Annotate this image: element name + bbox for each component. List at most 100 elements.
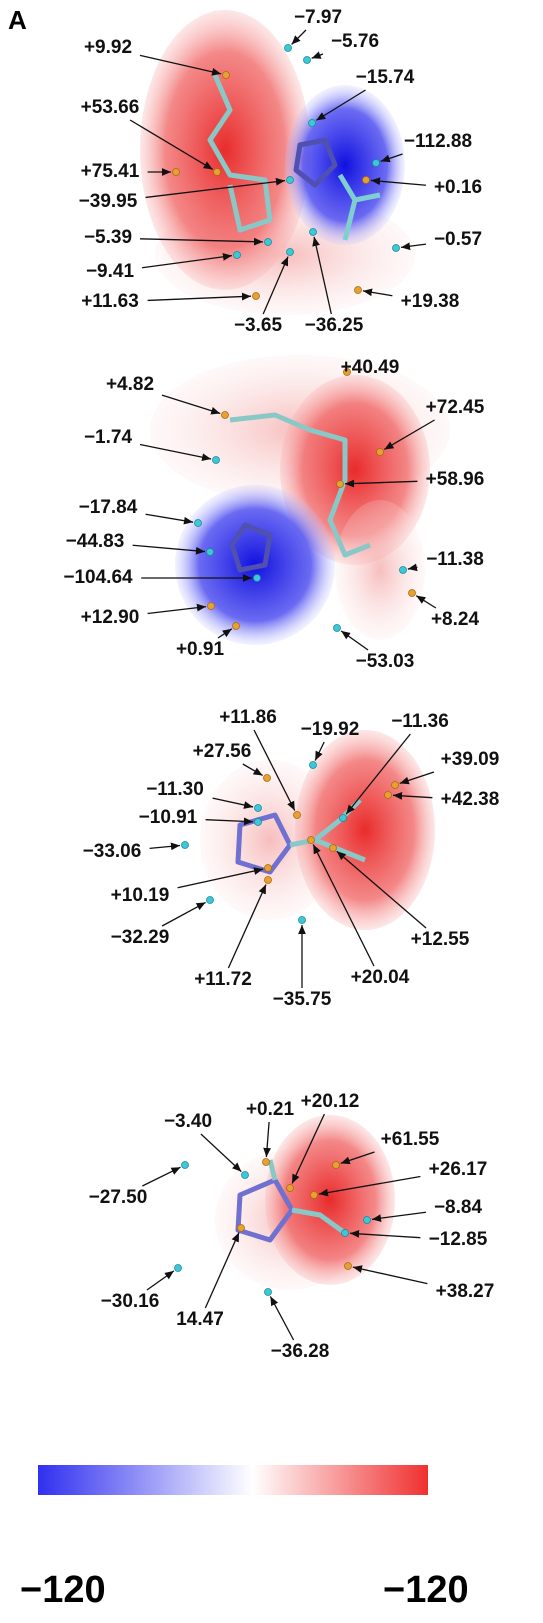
potential-label: +20.04 [351,967,410,988]
potential-label: +27.56 [193,741,252,762]
potential-point [330,845,337,852]
potential-label: −36.25 [305,315,364,336]
potential-point [334,625,341,632]
potential-label: +10.19 [111,885,170,906]
potential-label: +40.49 [341,357,400,378]
potential-point [265,877,272,884]
potential-label: −9.41 [86,261,135,282]
potential-point [213,457,220,464]
potential-label: +53.66 [81,97,140,118]
potential-point [265,239,272,246]
potential-label: +12.55 [411,929,470,950]
panel-label: A [8,5,27,35]
potential-label: −39.95 [79,191,138,212]
potential-point [287,177,294,184]
potential-label: −32.29 [111,927,170,948]
potential-point [222,412,229,419]
potential-label: +75.41 [81,161,140,182]
potential-label: −3.40 [164,1111,212,1132]
potential-point [309,120,316,127]
potential-label: −44.83 [66,531,125,552]
leader-line [147,1271,174,1290]
potential-label: −1.74 [84,427,133,448]
potential-point [311,1192,318,1199]
potential-label: −11.38 [426,549,484,570]
potential-label: +38.27 [436,1281,495,1302]
potential-point [207,897,214,904]
potential-label: −17.84 [79,497,138,518]
potential-label: −36.28 [271,1341,330,1362]
potential-point [175,1265,182,1272]
potential-point [173,169,180,176]
potential-point [393,245,400,252]
potential-point [255,819,262,826]
colorbar-max-label: −120 [383,1569,469,1611]
leader-line [312,54,323,58]
potential-point [333,1162,340,1169]
potential-label: +8.24 [431,609,480,630]
potential-label: −5.39 [84,227,132,248]
colorbar-min-label: −120 [20,1569,106,1611]
potential-point [299,917,306,924]
potential-point [392,782,399,789]
potential-point [308,837,315,844]
potential-label: −30.16 [101,1291,160,1312]
potential-point [264,775,271,782]
potential-point [214,169,221,176]
potential-point [287,249,294,256]
potential-label: −33.06 [83,841,142,862]
potential-label: +19.38 [401,291,460,312]
potential-label: −15.74 [356,67,415,88]
potential-point [294,812,301,819]
potential-point [342,1230,349,1237]
potential-point [345,1263,352,1270]
potential-label: −11.30 [146,779,204,800]
potential-label: −0.57 [434,229,482,250]
potential-label: +42.38 [441,789,500,810]
potential-label: +0.16 [434,177,482,198]
potential-point [337,481,344,488]
potential-point [182,842,189,849]
potential-point [385,792,392,799]
figure: A −7.97−5.76+9.92−15.74+53.66−112.88+75.… [0,0,543,1623]
potential-label: −27.50 [89,1187,148,1208]
potential-point [182,1162,189,1169]
potential-point [253,293,260,300]
potential-label: −53.03 [356,651,415,672]
potential-label: −112.88 [404,131,472,152]
potential-point [265,865,272,872]
potential-point [255,805,262,812]
potential-label: +61.55 [381,1129,440,1150]
potential-label: +0.91 [176,639,225,660]
potential-label: +11.63 [81,291,139,312]
leader-line [150,845,180,848]
potential-point [310,229,317,236]
potential-label: −5.76 [331,31,379,52]
potential-point [195,520,202,527]
potential-point [254,575,261,582]
potential-label: +11.72 [194,969,252,990]
potential-point [304,57,311,64]
potential-label: +39.09 [441,749,500,770]
potential-label: +4.82 [106,374,154,395]
potential-point [364,1217,371,1224]
potential-point [373,160,380,167]
potential-point [355,287,362,294]
potential-label: −8.84 [434,1197,483,1218]
potential-point [285,45,292,52]
potential-label: +58.96 [426,469,485,490]
potential-point [234,252,241,259]
colorbar [38,1465,428,1495]
potential-point [377,449,384,456]
potential-label: −11.36 [391,711,449,732]
potential-label: −19.92 [301,719,360,740]
leader-line [142,1167,180,1186]
potential-point [340,815,347,822]
potential-label: +0.21 [246,1099,295,1120]
potential-point [208,603,215,610]
potential-label: −7.97 [294,7,342,28]
potential-point [242,1172,249,1179]
potential-point [223,72,230,79]
potential-label: +20.12 [301,1091,360,1112]
potential-label: −104.64 [63,567,133,588]
